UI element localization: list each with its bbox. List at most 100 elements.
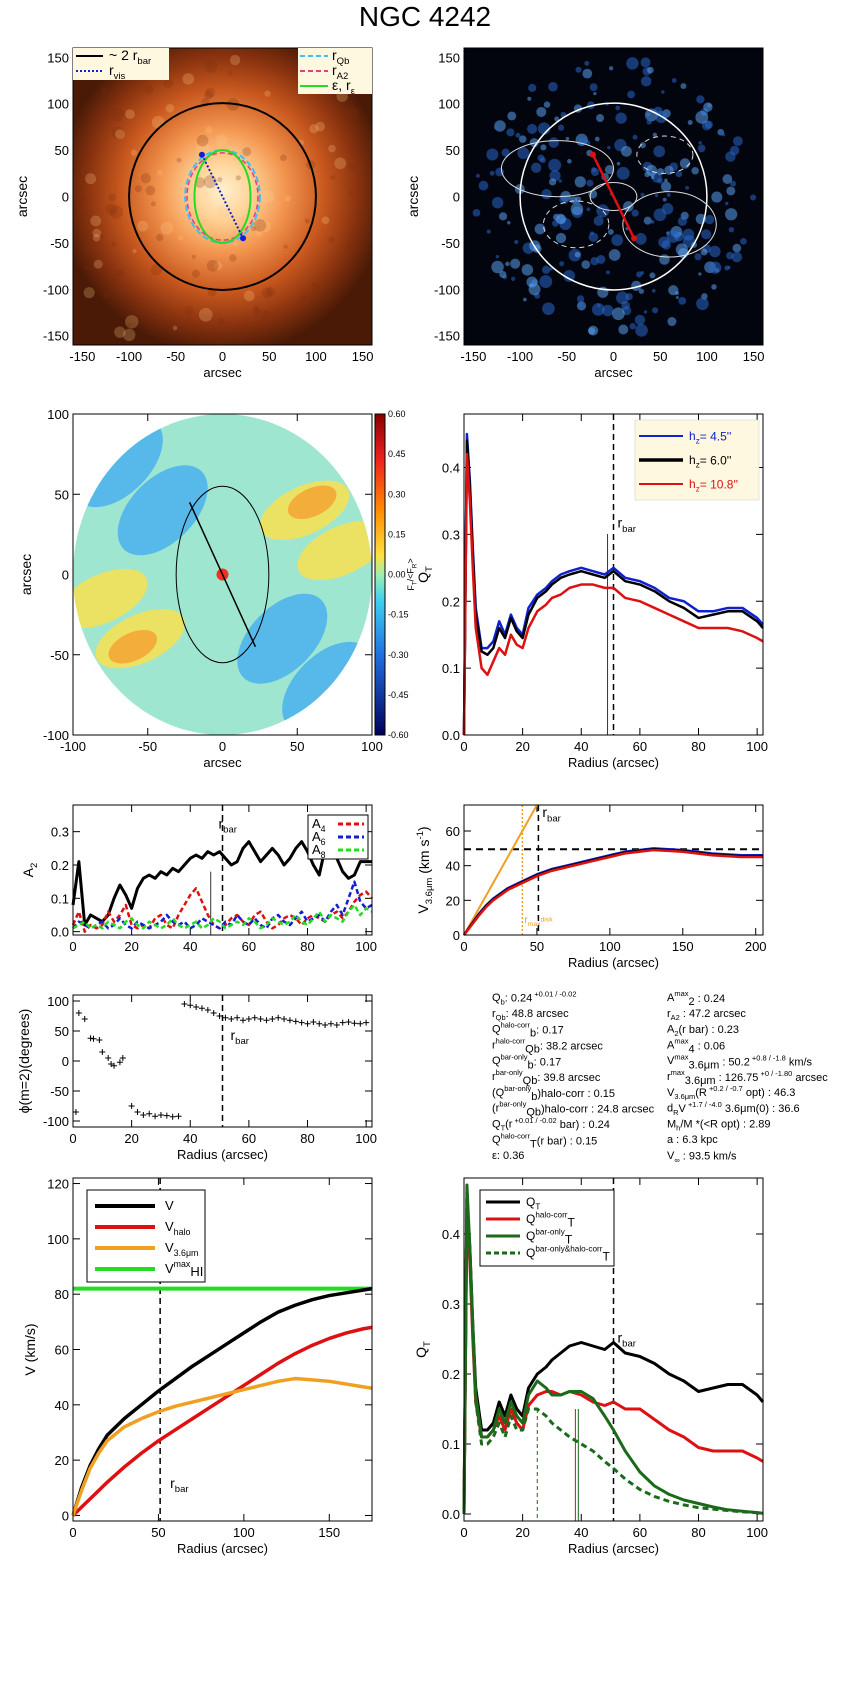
- image-texture: [650, 175, 655, 180]
- bar-endpoint: [240, 235, 247, 242]
- data-point: [310, 1019, 317, 1025]
- image-texture: [491, 260, 504, 274]
- image-texture: [235, 175, 241, 181]
- y-tick-label: 0: [62, 190, 69, 205]
- legend-label: Qbar-onlyT: [526, 1228, 573, 1247]
- y-tick-label: 80: [55, 1287, 69, 1302]
- y-tick-label: 0.3: [442, 1297, 460, 1312]
- label-part: +0.8 / -1.8: [750, 1053, 786, 1062]
- label-part: -1: [415, 831, 426, 839]
- series-line: [71, 1376, 373, 1517]
- image-texture: [586, 179, 594, 187]
- image-texture: [116, 269, 125, 278]
- image-texture: [725, 201, 729, 206]
- label-part: Q: [526, 1212, 535, 1226]
- stat-entry: Qbar-onlyb: 0.17: [492, 1052, 561, 1071]
- panel-p9: 0 50 100 150 0 20 40 60 80 100 120 Radius (arcsec) r…: [22, 1177, 373, 1556]
- y-tick-label: 50: [55, 487, 69, 502]
- image-texture: [531, 162, 542, 173]
- label-part: max: [674, 1036, 688, 1045]
- data-point: [111, 1062, 118, 1069]
- label-part: /M: [680, 1119, 692, 1131]
- y-tick-label: 0.2: [51, 858, 69, 873]
- image-texture: [626, 57, 639, 70]
- x-tick-label: 0: [219, 349, 226, 364]
- image-texture: [733, 136, 743, 147]
- x-tick-label: -50: [166, 349, 185, 364]
- label-part: max: [671, 1068, 685, 1077]
- image-texture: [601, 304, 614, 317]
- y-tick-label: 0.1: [442, 661, 460, 676]
- image-texture: [711, 284, 717, 290]
- y-axis-title: QT: [415, 566, 435, 583]
- image-texture: [608, 66, 614, 71]
- label-part: T: [530, 1138, 537, 1150]
- label-part: 2: [688, 996, 694, 1008]
- label-part: HI: [190, 1264, 203, 1279]
- image-texture: [559, 194, 569, 205]
- label-part: T: [422, 1341, 433, 1347]
- label-part: (r: [679, 1024, 687, 1036]
- series-line: [462, 847, 763, 936]
- image-texture: [661, 90, 665, 94]
- data-point: [198, 1005, 205, 1012]
- image-texture: [694, 253, 702, 261]
- image-texture: [527, 123, 538, 134]
- bar-line: [188, 501, 257, 648]
- image-texture: [661, 240, 671, 250]
- image-texture: [528, 83, 537, 92]
- image-texture: [227, 70, 233, 76]
- panel-p1: -150 -100 -50 0 50 100 150 -150 -100 -50 0 50 100 150…: [14, 47, 374, 380]
- label-part: +0.01 / -0.02: [512, 1116, 556, 1125]
- label-part: max: [674, 989, 688, 998]
- legend-label: Qbar-only&halo-corrT: [526, 1245, 610, 1264]
- rbar-label: rbar: [219, 815, 238, 835]
- plot-frame: [72, 47, 373, 346]
- image-texture: [90, 215, 102, 227]
- image-texture: [549, 178, 557, 186]
- series-line: [71, 1325, 373, 1517]
- x-tick-label: 40: [183, 1131, 197, 1146]
- image-texture: [144, 85, 154, 94]
- image-texture: [740, 237, 747, 245]
- label-part: (R: [695, 1087, 707, 1099]
- image-texture: [635, 324, 648, 337]
- image-texture: [97, 233, 104, 240]
- image-texture: [555, 232, 567, 244]
- image-texture: [105, 203, 118, 216]
- bar-endpoint: [198, 151, 205, 158]
- image-texture: [640, 76, 652, 87]
- x-tick-label: 150: [318, 1525, 340, 1540]
- label-part: >: [405, 558, 415, 563]
- image-texture: [703, 102, 713, 112]
- image-texture: [661, 203, 674, 215]
- data-point: [327, 1020, 334, 1027]
- data-point: [87, 1035, 94, 1042]
- label-part: V: [165, 1219, 174, 1234]
- data-point: [251, 1014, 258, 1021]
- image-texture: [486, 148, 499, 161]
- y-tick-label: 50: [446, 143, 460, 158]
- image-texture: [157, 170, 163, 176]
- image-texture: [150, 264, 163, 276]
- image-texture: [265, 286, 276, 297]
- x-tick-label: 100: [361, 739, 383, 754]
- image-texture: [709, 261, 722, 274]
- x-tick-label: -100: [507, 349, 533, 364]
- data-point: [234, 1014, 241, 1021]
- plot-frame: [463, 804, 764, 936]
- data-point: [357, 1020, 364, 1027]
- label-part: R: [411, 563, 418, 568]
- image-texture: [261, 287, 273, 299]
- legend-label: ~ 2 rbar: [109, 47, 152, 67]
- label-part: : 6.3 kpc: [673, 1134, 718, 1146]
- colorbar-tick-label: 0.30: [388, 489, 406, 499]
- image-texture: [721, 132, 726, 137]
- image-texture: [501, 148, 510, 157]
- y-tick-label: 150: [438, 50, 460, 65]
- image-texture: [607, 145, 611, 150]
- image-texture: [229, 54, 241, 66]
- x-tick-label: 0: [69, 1131, 76, 1146]
- data-point: [275, 1014, 282, 1021]
- y-tick-label: 40: [55, 1398, 69, 1413]
